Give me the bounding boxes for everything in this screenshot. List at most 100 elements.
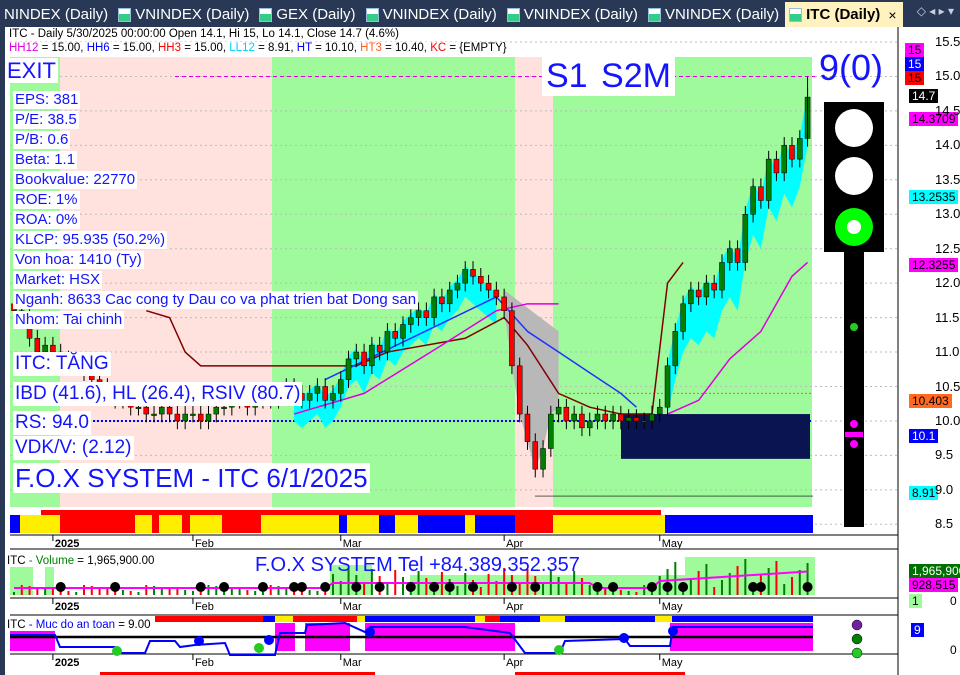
- support-line-may: [667, 261, 809, 415]
- traffic-light-pole: [844, 252, 864, 527]
- safety-dot: [112, 646, 122, 656]
- volume-bar: [230, 588, 233, 595]
- candle: [353, 351, 360, 360]
- volume-bar: [238, 589, 241, 595]
- fundamental-item: ROA: 0%: [13, 211, 80, 229]
- safety-dot: [554, 645, 564, 655]
- safety-zero: 0: [950, 643, 957, 657]
- tab-6[interactable]: ITC (Daily) ×: [785, 2, 903, 27]
- candle: [306, 393, 313, 401]
- volume-bar: [168, 588, 171, 595]
- window-frame: [0, 27, 5, 675]
- volume-signal-dot: [320, 582, 331, 592]
- candle: [361, 351, 367, 367]
- safety-strip: [475, 616, 485, 622]
- volume-bar: [518, 582, 521, 595]
- month-label: Feb: [195, 538, 214, 550]
- y-tick-label: 10.5: [935, 378, 960, 394]
- chart-icon: [647, 7, 661, 22]
- candle: [345, 358, 352, 380]
- safety-strip: [540, 616, 565, 622]
- volume-bar: [791, 577, 793, 595]
- volume-bar: [285, 587, 288, 595]
- candle: [742, 214, 749, 263]
- volume-value: = 1,965,900.00: [74, 555, 155, 567]
- fundamental-item: ROE: 1%: [13, 191, 80, 209]
- volume-bar: [806, 563, 809, 595]
- volume-bar: [697, 571, 700, 595]
- tab-3[interactable]: VNINDEX (Daily): [362, 2, 503, 27]
- signal-strip-top: [41, 510, 661, 515]
- pole-dot: [850, 323, 858, 331]
- fundamental-item: EPS: 381: [13, 91, 81, 109]
- volume-title: ITC - Volume = 1,965,900.00: [7, 555, 155, 567]
- volume-bar: [254, 591, 257, 595]
- volume-bar: [689, 578, 692, 595]
- tab-0[interactable]: NINDEX (Daily): [0, 2, 114, 27]
- tab-4[interactable]: VNINDEX (Daily): [503, 2, 644, 27]
- volume-bar: [658, 576, 661, 595]
- month-label: Apr: [506, 601, 523, 613]
- candle: [159, 406, 165, 415]
- price-badge: 10.1: [909, 429, 939, 443]
- close-icon[interactable]: ×: [888, 6, 897, 23]
- candle: [672, 331, 679, 367]
- price-badge: 8.91: [909, 486, 939, 500]
- bottom-strip: [515, 672, 685, 675]
- signal-strip: [135, 515, 152, 533]
- chart-icon: [259, 7, 273, 22]
- exit-signal: EXIT: [5, 58, 58, 83]
- chart-area[interactable]: 2025 Feb Mar Apr May 2025 Feb Mar Apr May 2025 Feb M…: [5, 27, 960, 675]
- safety-line: [10, 621, 813, 656]
- signal-strip: [20, 515, 60, 533]
- candle: [773, 158, 780, 174]
- volume-bar: [277, 586, 280, 595]
- volume-signal-dot: [646, 582, 657, 592]
- price-badge: 13.2535: [909, 190, 959, 204]
- volume-bar: [269, 585, 272, 595]
- candle: [376, 344, 383, 353]
- volume-bar: [51, 589, 54, 595]
- safety-dot: [668, 626, 678, 636]
- safety-strip: [565, 616, 655, 622]
- volume-signal-dot: [195, 582, 206, 592]
- candle: [727, 248, 733, 263]
- chart-icon: [365, 7, 379, 22]
- tab-label: ITC (Daily): [806, 6, 881, 23]
- signal-strip: [152, 515, 159, 533]
- tab-1[interactable]: VNINDEX (Daily): [114, 2, 255, 27]
- pole-dot: [850, 440, 858, 448]
- candle: [205, 413, 212, 422]
- tab-2[interactable]: GEX (Daily): [255, 2, 361, 27]
- vdk-value: VDK/V: (2.12): [13, 436, 134, 460]
- month-label: May: [662, 657, 683, 669]
- chart-header-line1: ITC - Daily 5/30/2025 00:00:00 Open 14.1…: [9, 28, 399, 41]
- safety-dot: [264, 635, 274, 645]
- signal-strip: [190, 515, 222, 533]
- volume-bar: [59, 590, 62, 595]
- candle: [384, 331, 391, 353]
- candle: [197, 413, 204, 422]
- tab-5[interactable]: VNINDEX (Daily): [644, 2, 785, 27]
- indicator-value: = 15.00,: [109, 42, 158, 54]
- volume-signal-dot: [802, 582, 813, 592]
- volume-zone: [45, 557, 54, 595]
- signal-strip: [475, 515, 515, 533]
- signal-strip: [395, 515, 418, 533]
- safety-indicator-dot: [851, 619, 863, 631]
- indicator-name: KC: [430, 42, 447, 54]
- month-label: Apr: [506, 657, 523, 669]
- volume-bar: [720, 580, 723, 595]
- volume-bar: [767, 568, 770, 595]
- safety-strip: [293, 616, 357, 622]
- month-label: 2025: [55, 601, 79, 613]
- indicator-name: HH12: [9, 42, 39, 54]
- candle: [415, 310, 422, 318]
- candle: [602, 413, 609, 422]
- safety-dot: [254, 643, 264, 653]
- tab-nav-arrows[interactable]: ◇ ◂ ▸ ▾: [916, 4, 954, 18]
- volume-bar: [456, 586, 459, 595]
- volume-bar: [339, 581, 342, 595]
- volume-bar: [775, 561, 778, 595]
- safety-badge: 9: [911, 623, 924, 637]
